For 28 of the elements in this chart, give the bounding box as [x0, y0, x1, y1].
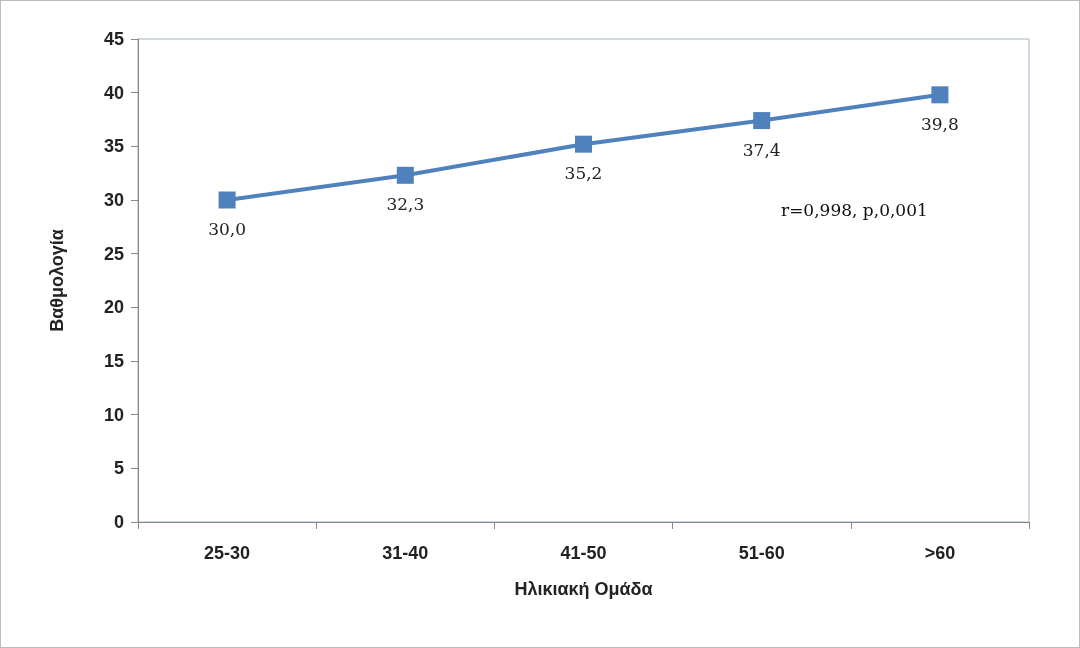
x-axis-title: Ηλικιακή Ομάδα [514, 579, 653, 599]
data-label: 37,4 [742, 139, 781, 160]
y-tick-label: 10 [103, 404, 124, 425]
point [753, 112, 771, 130]
y-tick-label: 0 [113, 512, 124, 532]
data-label: 35,2 [564, 163, 603, 184]
y-tick-label: 30 [103, 190, 124, 210]
y-tick-label: 35 [103, 136, 124, 157]
point [931, 86, 949, 104]
y-tick-label: 15 [103, 351, 124, 371]
annotation: r=0,998, p,0,001 [781, 199, 928, 220]
data-label: 30,0 [208, 219, 247, 239]
x-tick-label: 51-60 [738, 543, 785, 563]
point [396, 166, 414, 184]
x-tick-label: >60 [924, 543, 956, 563]
y-tick-label: 25 [103, 243, 124, 264]
x-tick-label: 25-30 [204, 543, 251, 563]
y-tick-label: 45 [103, 29, 124, 49]
y-tick-label: 20 [103, 297, 124, 318]
data-label: 32,3 [386, 194, 425, 215]
data-label: 39,8 [920, 113, 959, 134]
point [575, 135, 592, 153]
x-tick-label: 31-40 [382, 543, 429, 563]
x-tick-label: 41-50 [560, 543, 607, 563]
y-tick-label: 5 [113, 458, 124, 479]
point [218, 191, 236, 209]
y-axis-title: Βαθμολογία [47, 229, 67, 332]
y-tick-label: 40 [103, 82, 124, 103]
